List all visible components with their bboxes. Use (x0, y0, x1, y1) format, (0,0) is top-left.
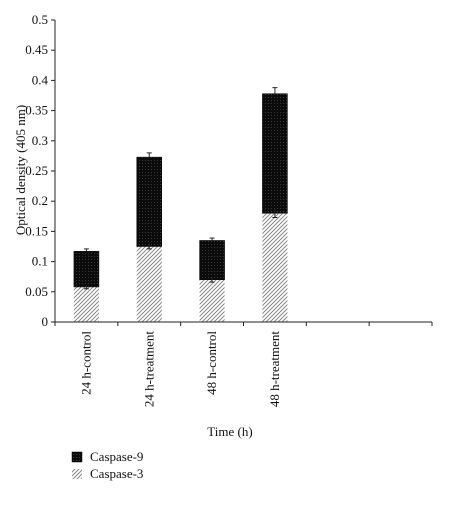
bar-caspase-3 (136, 246, 162, 322)
y-tick-label: 0.05 (25, 284, 48, 299)
legend-swatch-caspase-3 (72, 469, 82, 479)
x-tick-label: 48 h-control (204, 331, 219, 395)
x-axis-label: Time (h) (207, 424, 252, 439)
x-tick-label: 24 h-control (78, 331, 93, 395)
bar-caspase-3 (73, 286, 99, 322)
y-tick-label: 0.45 (25, 42, 48, 57)
y-tick-label: 0.35 (25, 103, 48, 118)
bar-caspase-9 (199, 240, 225, 280)
bar-caspase-9 (136, 156, 162, 247)
y-tick-label: 0 (42, 314, 49, 329)
legend-swatch-caspase-9 (71, 451, 83, 463)
y-tick-label: 0.15 (25, 223, 48, 238)
legend-label-caspase-3: Caspase-3 (90, 466, 143, 481)
bar-caspase-3 (199, 279, 225, 322)
y-axis-label: Optical density (405 nm) (13, 105, 28, 235)
y-tick-label: 0.2 (32, 193, 48, 208)
y-tick-label: 0.4 (32, 72, 49, 87)
y-tick-label: 0.5 (32, 12, 48, 27)
bar-caspase-9 (73, 251, 100, 288)
y-tick-label: 0.1 (32, 254, 48, 269)
bar-caspase-9 (262, 93, 288, 214)
y-tick-label: 0.25 (25, 163, 48, 178)
bar-caspase-3 (262, 213, 288, 322)
x-tick-label: 24 h-treatment (141, 331, 156, 408)
x-tick-label: 48 h-treatment (267, 331, 282, 408)
y-tick-label: 0.3 (32, 133, 48, 148)
legend-label-caspase-9: Caspase-9 (90, 449, 143, 464)
